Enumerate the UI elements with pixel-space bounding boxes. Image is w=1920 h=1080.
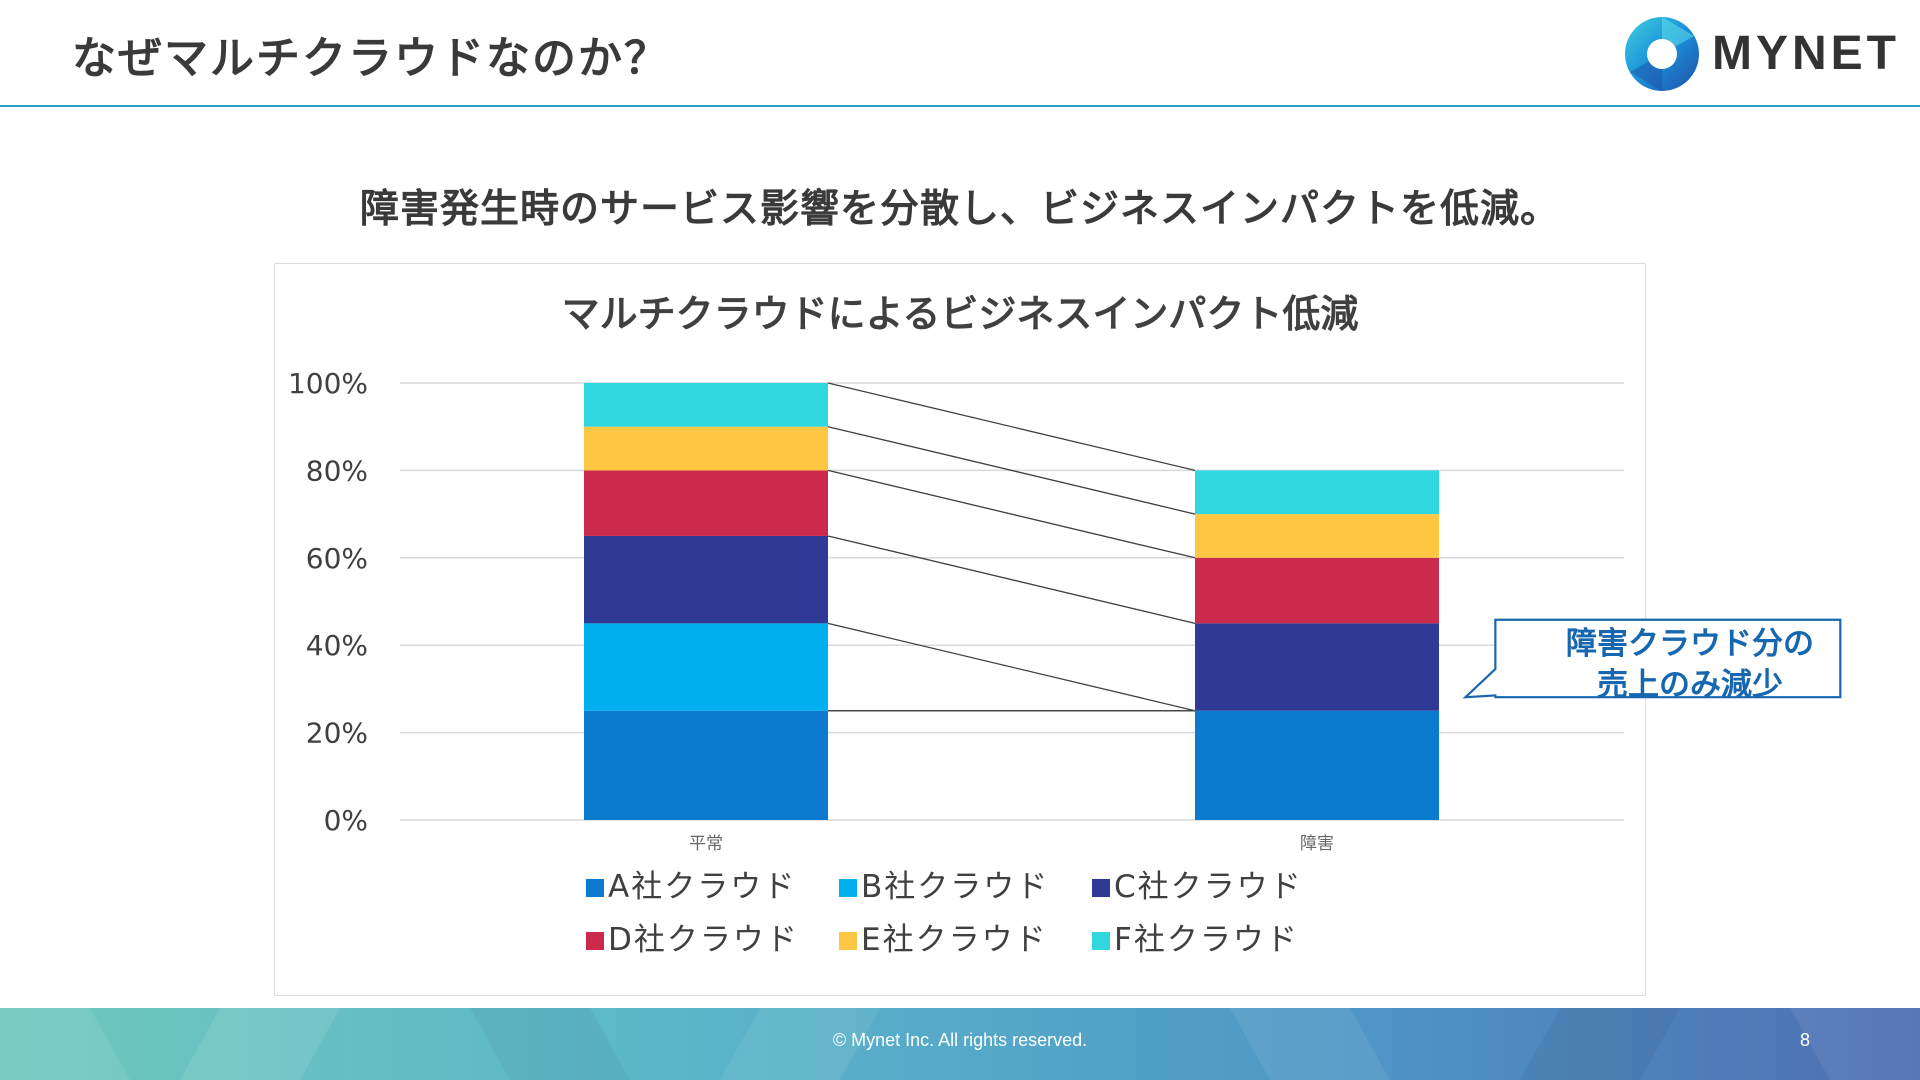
bar-segment-6-2 <box>1195 470 1439 515</box>
company-logo: MYNET <box>1624 16 1896 94</box>
footer-copyright: © Mynet Inc. All rights reserved. <box>832 1030 1088 1050</box>
connector-line <box>827 382 1196 472</box>
connector-line <box>827 622 1196 712</box>
y-tick-label: 60% <box>306 542 368 575</box>
legend-label: E社クラウド <box>861 922 1048 958</box>
bar-segment-2-1 <box>584 623 828 711</box>
bar-segment-1-2 <box>1195 710 1439 820</box>
legend-swatch <box>1092 932 1110 950</box>
legend-label: D社クラウド <box>608 922 799 958</box>
footer-band <box>0 1008 1920 1080</box>
y-tick-label: 100% <box>288 367 368 400</box>
legend: A社クラウド B社クラウド C社クラウド D社クラウド E社クラウド F社クラウド <box>586 869 1303 958</box>
callout-line-1: 障害クラウド分の <box>1566 626 1814 662</box>
callout-line-2: 売上のみ減少 <box>1597 667 1783 703</box>
chart-title: マルチクラウドによるビジネスインパクト低減 <box>562 292 1359 336</box>
bar-segment-1-1 <box>584 710 828 820</box>
gridlines <box>400 382 1624 821</box>
stacked-bar-chart: マルチクラウドによるビジネスインパクト低減 0% 20% 40% 60% 80% 100%… <box>288 292 1624 958</box>
y-tick-label: 80% <box>306 454 368 487</box>
bar-segment-3-2 <box>1195 623 1439 711</box>
slide-subtitle: 障害発生時のサービス影響を分散し、ビジネスインパクトを低減。 <box>359 187 1560 232</box>
x-axis-ticks: 平常 障害 <box>689 834 1334 854</box>
x-tick-label: 障害 <box>1300 834 1334 854</box>
bar-segment-5-1 <box>584 426 828 471</box>
bar-segment-5-2 <box>1195 514 1439 558</box>
header-divider <box>0 105 1920 107</box>
legend-swatch <box>839 879 857 897</box>
legend-label: C社クラウド <box>1114 869 1303 905</box>
legend-label: B社クラウド <box>861 869 1049 905</box>
y-axis-ticks: 0% 20% 40% 60% 80% 100% <box>288 367 368 837</box>
y-tick-label: 40% <box>306 629 368 662</box>
logo-text: MYNET <box>1712 27 1900 80</box>
legend-swatch <box>586 879 604 897</box>
legend-swatch <box>839 932 857 950</box>
bar-segment-4-2 <box>1195 557 1439 624</box>
footer-pattern <box>0 1008 1920 1080</box>
connector-line <box>827 535 1196 624</box>
bar-segment-4-1 <box>584 470 828 536</box>
callout-box <box>1462 618 1842 699</box>
connector-line <box>827 426 1196 515</box>
callout-text: 障害クラウド分の 売上のみ減少 <box>1488 624 1892 706</box>
legend-swatch <box>1092 879 1110 897</box>
bar-segment-6-1 <box>584 383 828 427</box>
header: なぜマルチクラウドなのか？ MYNET <box>0 0 1920 107</box>
page-title: なぜマルチクラウドなのか？ <box>72 33 670 84</box>
y-tick-label: 20% <box>306 717 368 750</box>
logo-ring-icon <box>1625 17 1699 91</box>
legend-label: A社クラウド <box>608 869 796 905</box>
page-number: 8 <box>1800 1030 1811 1050</box>
connector-line <box>827 469 1196 559</box>
legend-swatch <box>586 932 604 950</box>
bar-segment-3-1 <box>584 535 828 624</box>
y-tick-label: 0% <box>324 804 368 837</box>
x-tick-label: 平常 <box>689 834 723 854</box>
bars <box>584 383 1439 820</box>
legend-label: F社クラウド <box>1114 922 1299 958</box>
connector-lines <box>827 382 1196 712</box>
